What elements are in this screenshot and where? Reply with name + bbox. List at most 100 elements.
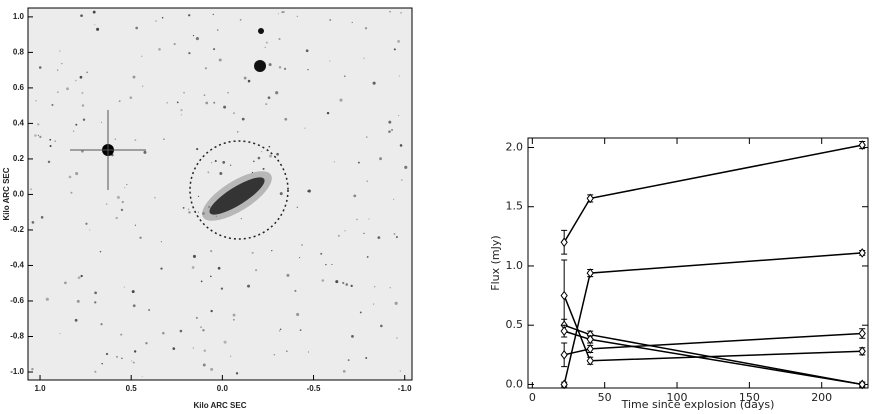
star [357,161,360,164]
star [76,299,80,303]
star [397,39,400,43]
star [268,63,272,67]
star [207,171,210,174]
series-line [563,252,863,385]
data-point [560,379,568,390]
star [247,284,251,288]
star [101,362,103,365]
star [188,14,191,17]
star [241,117,245,121]
y-tick-label: 1.5 [506,200,524,213]
star [377,236,381,240]
star [240,217,242,220]
star [389,10,391,13]
star [237,131,239,133]
star [257,156,261,160]
star [141,55,143,57]
star [214,160,217,163]
star [220,287,224,290]
x-tick-label: 150 [739,391,760,404]
star [94,291,97,295]
star [356,218,358,221]
star [121,357,123,359]
star [179,329,183,333]
galaxy [209,177,265,215]
star [364,27,368,30]
x-tick-label: 0 [529,391,536,404]
star [200,326,203,329]
data-point [586,193,594,204]
star [64,281,67,285]
star [210,250,213,253]
star [350,284,353,288]
y-tick-label: -1.0 [10,367,24,376]
star [124,187,126,189]
star [203,94,206,96]
star [139,236,142,239]
star [223,340,227,344]
star [222,160,226,164]
star [81,104,85,107]
star [81,149,84,153]
star [121,200,124,204]
star [187,208,190,211]
star [320,252,323,255]
star [388,130,391,133]
star [133,350,137,353]
y-tick-label: 1.0 [506,259,524,272]
star [307,351,309,353]
star [57,91,59,93]
x-tick-label: 1.0 [34,384,46,393]
data-point [586,355,594,366]
star [278,66,282,69]
y-axis-label: Flux (mJy) [489,235,502,290]
star [296,15,298,17]
star [116,355,118,358]
star [166,101,168,104]
star [129,96,133,99]
star [75,172,79,176]
star [344,230,346,232]
star [161,331,165,335]
y-tick-label: 0.0 [13,190,25,199]
star [326,111,330,115]
star [347,359,350,362]
star [342,369,346,373]
star [230,164,232,166]
star [188,211,191,214]
star [331,263,333,266]
star [74,79,77,82]
star [80,14,83,17]
x-axis-label: Kilo ARC SEC [193,401,246,410]
star [301,244,303,246]
star [192,254,197,258]
star [275,91,279,95]
star [49,138,52,141]
data-point [560,326,568,336]
star [379,157,382,161]
star [264,46,266,48]
star [273,354,275,356]
star [210,309,213,313]
star [131,290,135,294]
star [230,355,232,357]
star [195,37,199,41]
series-line [563,324,863,386]
star [227,92,229,94]
star [77,276,81,280]
star [82,118,86,121]
star [353,194,357,198]
star [283,11,285,13]
star [243,76,247,80]
star [203,349,206,352]
data-point [586,268,594,278]
star [366,180,369,183]
star [182,206,185,209]
star [94,24,96,26]
star [329,18,332,21]
star [337,234,340,237]
star [216,29,219,31]
star [307,68,309,71]
star [70,191,73,194]
star [155,20,157,22]
